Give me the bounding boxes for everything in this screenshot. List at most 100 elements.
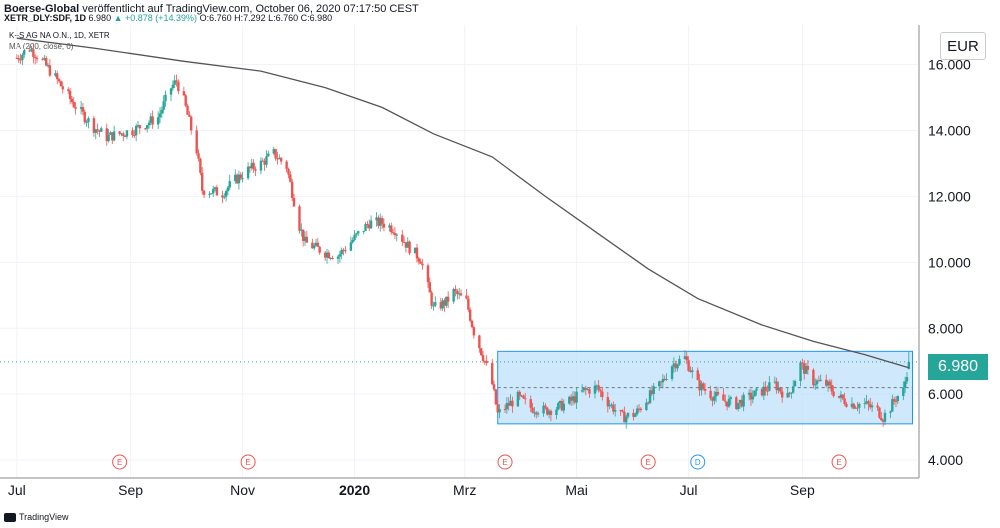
candle-body (145, 125, 149, 129)
candle-body (156, 117, 160, 125)
candle-body (133, 134, 136, 136)
candle-body (703, 389, 707, 391)
candle-body (645, 402, 648, 410)
candle-body (265, 156, 268, 165)
candle-body (375, 217, 378, 221)
candle-body (419, 261, 422, 264)
y-tick-label: 12.000 (928, 188, 971, 204)
candle-body (788, 392, 791, 394)
candle-body (650, 390, 654, 394)
candle-body (292, 197, 296, 207)
ohlc-values: O:6.760 H:7.292 L:6.760 C:6.980 (199, 13, 333, 23)
y-tick-label: 8.000 (928, 320, 963, 336)
candle-body (779, 387, 782, 392)
tradingview-footer: TradingView (4, 512, 69, 522)
candle-body (182, 91, 186, 96)
candle-body (852, 403, 855, 409)
candle-body (81, 107, 85, 112)
candle-body (344, 250, 347, 252)
candle-body (624, 416, 628, 423)
candle-body (621, 410, 624, 412)
candle-body (777, 387, 780, 391)
candle-body (880, 417, 883, 421)
candle-body (766, 390, 769, 392)
candle-body (892, 399, 896, 402)
candle-body (648, 390, 652, 403)
candle-body (368, 224, 371, 229)
candle-body (505, 403, 509, 410)
candle-body (274, 149, 277, 159)
candle-body (819, 379, 822, 381)
candle-body (15, 57, 19, 59)
candle-body (393, 233, 397, 236)
candle-body (736, 403, 740, 410)
candle-body (259, 160, 263, 171)
candle-body (883, 412, 887, 422)
candle-body (562, 403, 565, 411)
candle-body (22, 50, 26, 55)
candle-body (109, 132, 112, 135)
candle-body (749, 392, 753, 400)
candle-body (201, 172, 204, 191)
candle-body (342, 249, 345, 251)
candle-body (659, 381, 663, 383)
candle-body (481, 355, 485, 361)
candle-body (79, 107, 83, 109)
candle-body (417, 258, 420, 262)
candle-body (606, 397, 610, 407)
indicator-legend[interactable]: MA (200, close, 0) (9, 42, 74, 51)
candle-body (837, 396, 841, 398)
candle-body (19, 59, 22, 61)
candle-body (863, 403, 866, 405)
candle-body (162, 101, 165, 110)
candle-body (239, 174, 242, 179)
candle-body (524, 398, 527, 400)
candle-body (351, 239, 354, 243)
candle-body (45, 58, 48, 66)
candle-body (388, 225, 391, 228)
candle-body (301, 229, 305, 241)
currency-button[interactable]: EUR (940, 32, 986, 60)
candle-body (311, 242, 314, 249)
candle-body (516, 391, 520, 407)
candle-body (612, 404, 615, 412)
candle-body (793, 381, 797, 387)
candle-body (801, 362, 804, 364)
candle-body (573, 396, 576, 403)
candle-body (406, 241, 409, 248)
candle-body (32, 49, 35, 58)
candle-body (459, 293, 463, 296)
candle-body (215, 187, 219, 196)
candle-body (854, 407, 857, 409)
candle-body (768, 382, 771, 391)
candle-body (325, 252, 329, 258)
candle-body (549, 410, 553, 415)
candle-body (850, 403, 854, 407)
candle-body (248, 166, 252, 169)
candle-body (544, 405, 547, 408)
candle-body (791, 386, 795, 393)
publisher-name: Boerse-Global (4, 3, 80, 15)
event-label: E (117, 458, 122, 467)
candle-body (439, 302, 443, 309)
candle-body (760, 388, 764, 396)
x-tick-label: Nov (230, 482, 255, 498)
event-label: E (245, 458, 250, 467)
candle-body (404, 242, 408, 248)
candle-body (713, 396, 716, 401)
candle-body (832, 391, 835, 397)
candle-body (46, 65, 50, 67)
candle-body (136, 125, 140, 127)
tradingview-logo-icon (4, 512, 16, 522)
candle-body (408, 241, 411, 254)
candle-body (316, 242, 320, 247)
publisher-text: Boerse-Global veröffentlicht auf Trading… (4, 3, 419, 15)
candle-body (223, 196, 226, 198)
candle-body (452, 288, 455, 302)
candle-body (349, 242, 353, 251)
x-tick-label: Jul (8, 482, 26, 498)
candle-body (742, 394, 745, 407)
candle-body (221, 195, 224, 198)
candle-body (202, 190, 206, 195)
